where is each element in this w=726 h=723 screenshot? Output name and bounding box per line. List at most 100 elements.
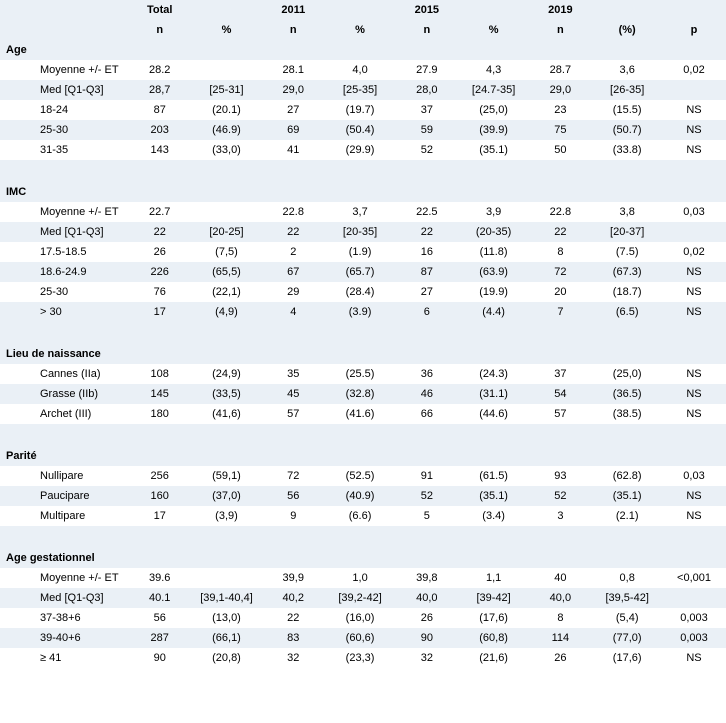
cell: 91 [395, 466, 459, 486]
cell: 4,3 [459, 60, 529, 80]
table-row: 25-30203(46.9)69(50.4)59(39.9)75(50.7)NS [0, 120, 726, 140]
cell: (20,8) [192, 648, 262, 668]
cell: 26 [128, 242, 192, 262]
cell: (31.1) [459, 384, 529, 404]
table-row: Archet (III)180(41,6)57(41.6)66(44.6)57(… [0, 404, 726, 424]
cell: (62.8) [592, 466, 662, 486]
row-label: Nullipare [0, 466, 128, 486]
cell: 256 [128, 466, 192, 486]
cell: 76 [128, 282, 192, 302]
table-row: 25-3076(22,1)29(28.4)27(19.9)20(18.7)NS [0, 282, 726, 302]
cell: (50.4) [325, 120, 395, 140]
cell: NS [662, 120, 726, 140]
cell: 0,02 [662, 60, 726, 80]
cell: 56 [128, 608, 192, 628]
cell: 22.5 [395, 202, 459, 222]
cell: 66 [395, 404, 459, 424]
row-label: Cannes (IIa) [0, 364, 128, 384]
table-row: Cannes (IIa)108(24,9)35(25.5)36(24.3)37(… [0, 364, 726, 384]
cell: 37 [528, 364, 592, 384]
cell: 87 [128, 100, 192, 120]
table-row: Med [Q1-Q3]40.1[39,1-40,4]40,2[39,2-42]4… [0, 588, 726, 608]
cell: [20-35] [325, 222, 395, 242]
cell: (15.5) [592, 100, 662, 120]
cell: (4.4) [459, 302, 529, 322]
row-label: 39-40+6 [0, 628, 128, 648]
cell: (32.8) [325, 384, 395, 404]
row-label: 18.6-24.9 [0, 262, 128, 282]
cell: 41 [261, 140, 325, 160]
col-sub-1: n [128, 20, 192, 40]
row-label: 37-38+6 [0, 608, 128, 628]
row-label: Grasse (IIb) [0, 384, 128, 404]
cell: [20-37] [592, 222, 662, 242]
col-sub-4: % [325, 20, 395, 40]
cell: 32 [395, 648, 459, 668]
cell: NS [662, 364, 726, 384]
cell: 1,1 [459, 568, 529, 588]
cell: NS [662, 384, 726, 404]
cell: 4,0 [325, 60, 395, 80]
row-label: Multipare [0, 506, 128, 526]
row-label: Med [Q1-Q3] [0, 222, 128, 242]
cell: [26-35] [592, 80, 662, 100]
col-group-5: 2015 [395, 0, 459, 20]
cell: (59,1) [192, 466, 262, 486]
cell: (20.1) [192, 100, 262, 120]
cell: 52 [395, 486, 459, 506]
cell: (20-35) [459, 222, 529, 242]
cell: 50 [528, 140, 592, 160]
cell: 57 [261, 404, 325, 424]
cell: 3,6 [592, 60, 662, 80]
cell: 27.9 [395, 60, 459, 80]
cell: 17 [128, 506, 192, 526]
cell: 180 [128, 404, 192, 424]
spacer [0, 424, 726, 446]
row-label: Med [Q1-Q3] [0, 588, 128, 608]
cell: (3.4) [459, 506, 529, 526]
cell: 28.2 [128, 60, 192, 80]
cell: 37 [395, 100, 459, 120]
cell: (24,9) [192, 364, 262, 384]
cell: 8 [528, 608, 592, 628]
cell: 72 [528, 262, 592, 282]
cell: 22.8 [261, 202, 325, 222]
cell: 59 [395, 120, 459, 140]
cell: [25-31] [192, 80, 262, 100]
cell: (13,0) [192, 608, 262, 628]
cell: (23,3) [325, 648, 395, 668]
cell: 22 [128, 222, 192, 242]
section-title: IMC [0, 182, 726, 202]
cell: (60,6) [325, 628, 395, 648]
cell: <0,001 [662, 568, 726, 588]
cell: (35.1) [459, 140, 529, 160]
cell: 40.1 [128, 588, 192, 608]
cell: (19.7) [325, 100, 395, 120]
cell [192, 60, 262, 80]
cell: 90 [128, 648, 192, 668]
row-label: ≥ 41 [0, 648, 128, 668]
cell: NS [662, 404, 726, 424]
cell: 4 [261, 302, 325, 322]
cell: (3.9) [325, 302, 395, 322]
row-label: Moyenne +/- ET [0, 60, 128, 80]
row-label: 17.5-18.5 [0, 242, 128, 262]
cell: (3,9) [192, 506, 262, 526]
cell: NS [662, 486, 726, 506]
cell [662, 222, 726, 242]
cell: (22,1) [192, 282, 262, 302]
cell: (52.5) [325, 466, 395, 486]
cell: 83 [261, 628, 325, 648]
cell: 39,8 [395, 568, 459, 588]
cell: (65.7) [325, 262, 395, 282]
cell: (41.6) [325, 404, 395, 424]
cell: [25-35] [325, 80, 395, 100]
col-sub-2: % [192, 20, 262, 40]
cell: 40,2 [261, 588, 325, 608]
cell: 9 [261, 506, 325, 526]
col-group-3: 2011 [261, 0, 325, 20]
cell: 3,7 [325, 202, 395, 222]
cell [192, 202, 262, 222]
cell: 287 [128, 628, 192, 648]
cell: (35.1) [459, 486, 529, 506]
